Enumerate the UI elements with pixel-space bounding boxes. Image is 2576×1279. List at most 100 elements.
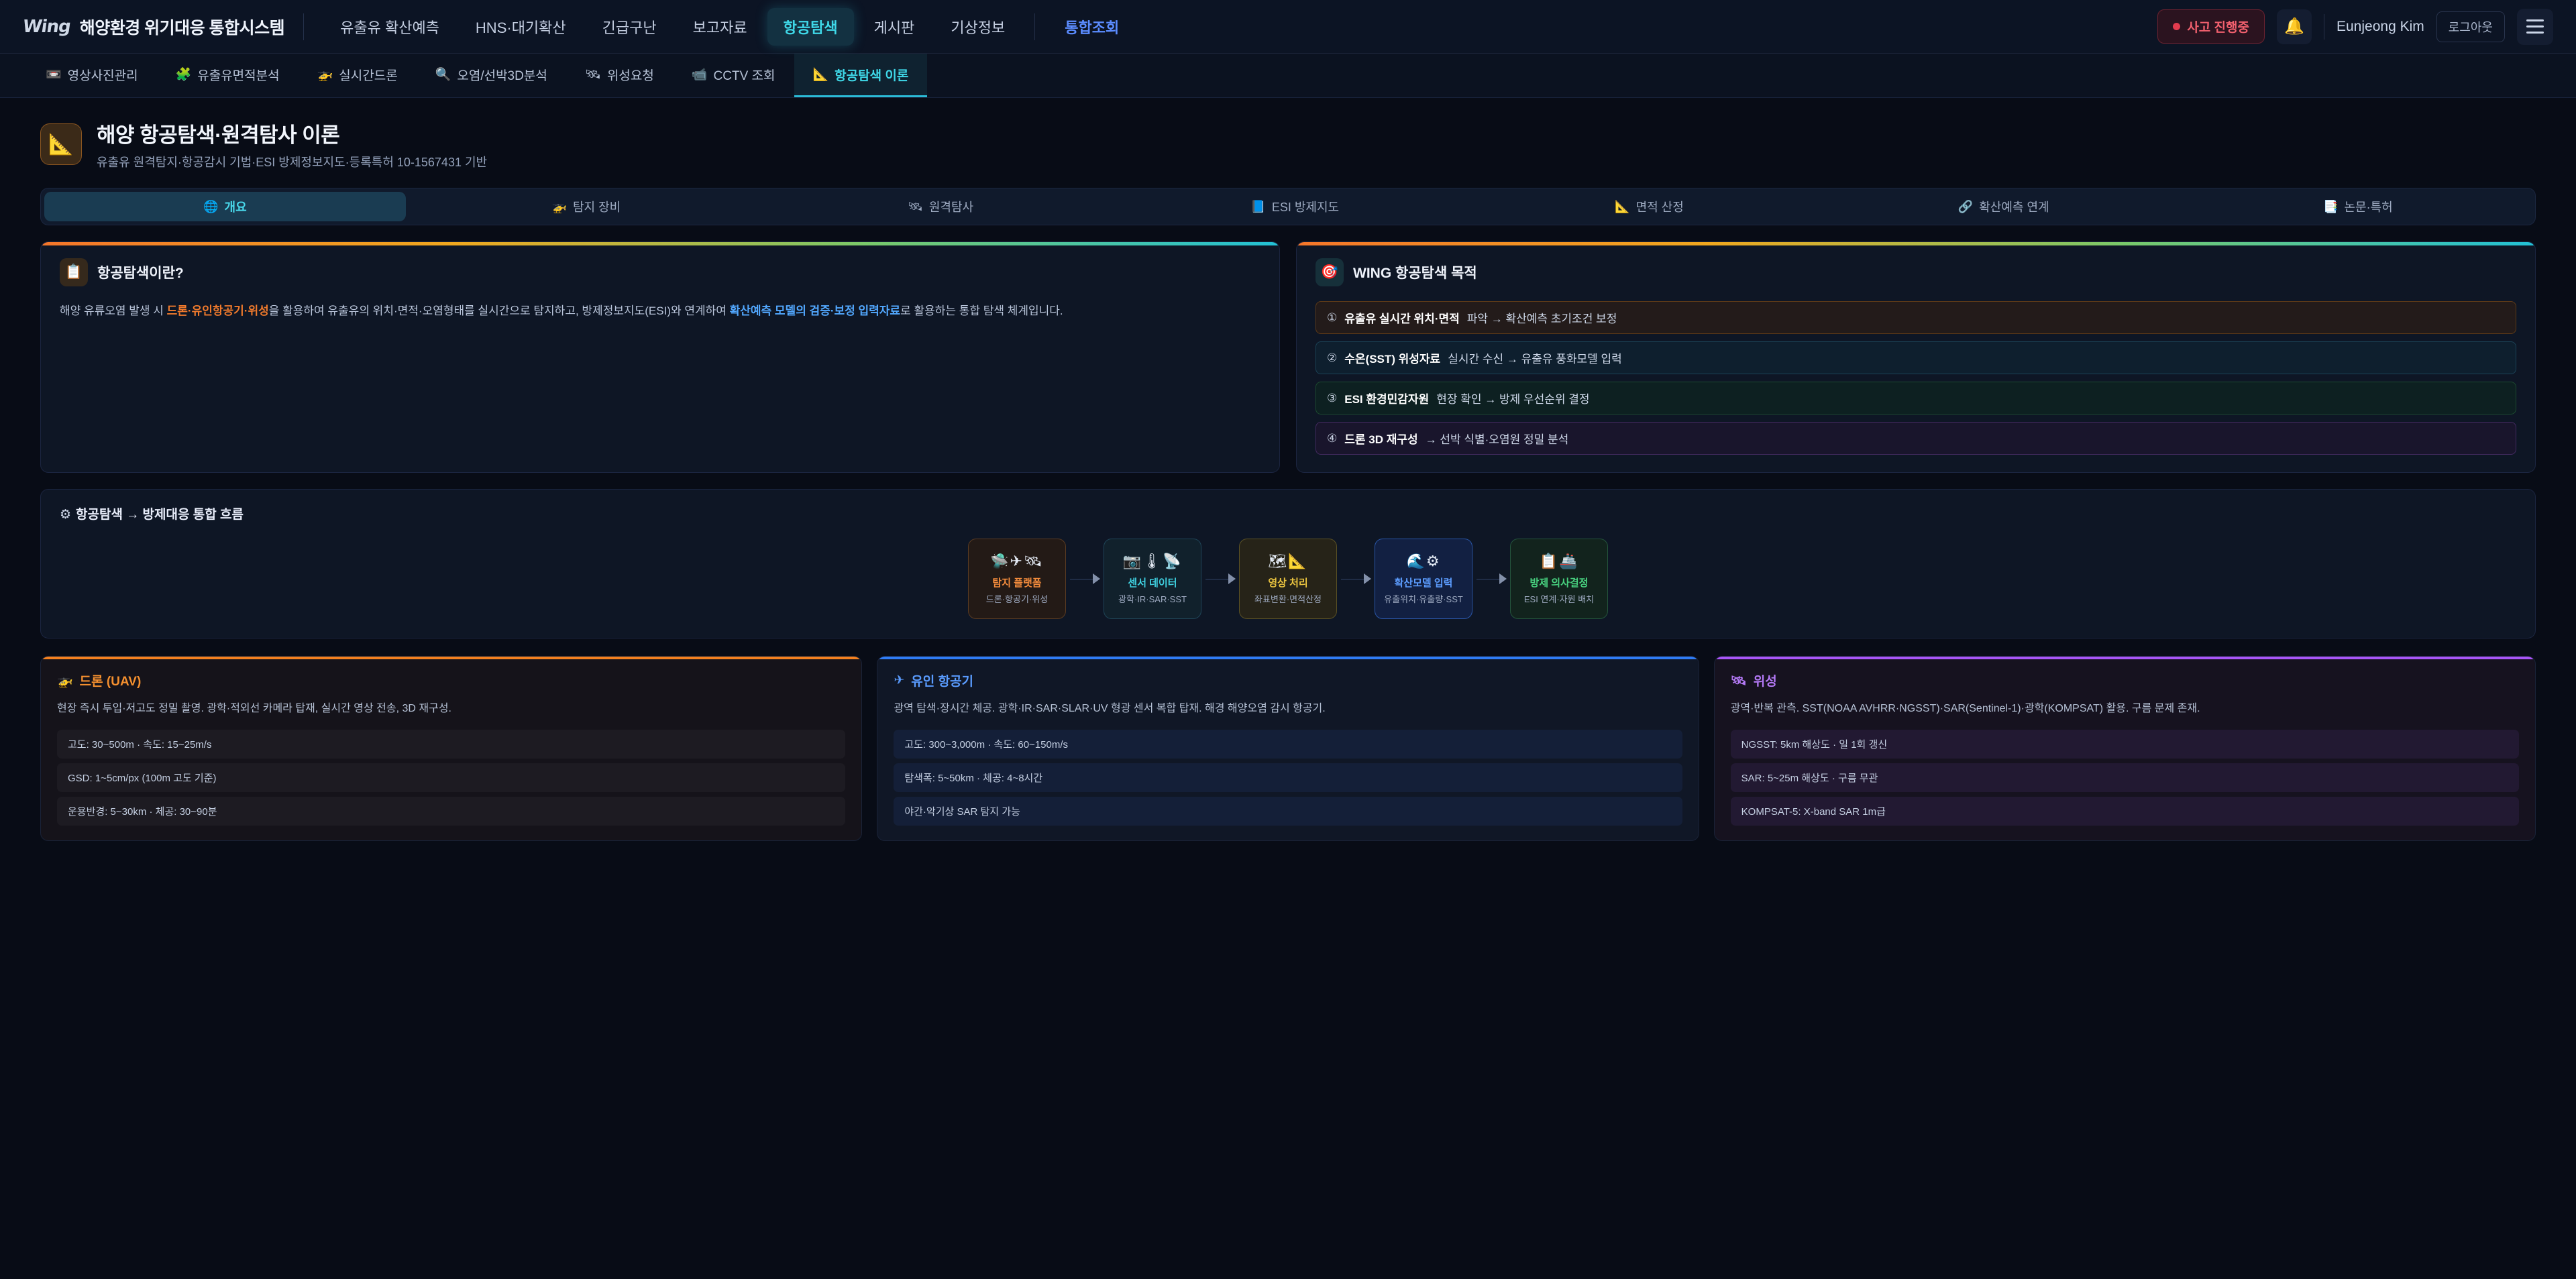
nav-item-1[interactable]: HNS·대기확산 — [475, 19, 566, 36]
sensor-icons: 📷🌡📡 — [1122, 553, 1183, 569]
flow-arrow-4 — [1472, 573, 1510, 584]
flow-arrow-3 — [1337, 573, 1375, 584]
nav-item-3[interactable]: 보고자료 — [692, 19, 747, 36]
tab-papers-patents[interactable]: 📑 논문·특허 — [2181, 188, 2535, 225]
goals-panel-title: WING 항공탐색 목적 — [1353, 266, 1477, 281]
clipboard-ship-icons: 📋🚢 — [1539, 553, 1579, 569]
platform-specs-0: 고도: 30~500m · 속도: 15~25m/s GSD: 1~5cm/px… — [57, 730, 845, 826]
sub-nav: 📼 영상사진관리 🧩 유출유면적분석 🚁 실시간드론 🔍 오염/선박3D분석 🛰… — [0, 54, 2576, 98]
map-ruler-icons: 🗺📐 — [1268, 553, 1308, 569]
about-text-2: 을 활용하여 유출유의 위치·면적·오염형태를 실시간으로 탐지하고, 방제정보… — [268, 304, 730, 317]
status-badge-incident[interactable]: 사고 진행중 — [2157, 9, 2265, 44]
tab-label-6: 논문·특허 — [2344, 201, 2393, 214]
nav-item-5[interactable]: 게시판 — [873, 19, 915, 36]
nav-divider — [1034, 13, 1036, 40]
goal-item-3: ③ ESI 환경민감자원 현장 확인 → 방제 우선순위 결정 — [1316, 382, 2516, 414]
page-body: 📐 해양 항공탐색·원격탐사 이론 유출유 원격탐지·항공감시 기법·ESI 방… — [0, 98, 2576, 841]
flow-arrow-1 — [1066, 573, 1104, 584]
helicopter-icon: 🚁 — [551, 199, 567, 213]
nav-item-2[interactable]: 긴급구난 — [602, 19, 657, 36]
platform-specs-2: NGSST: 5km 해상도 · 일 1회 갱신 SAR: 5~25m 해상도 … — [1730, 729, 2519, 826]
logout-button[interactable]: 로그아웃 — [2436, 11, 2505, 42]
wave-gear-icons: 🌊⚙ — [1406, 553, 1441, 569]
subnav-item-2[interactable]: 🚁 실시간드론 — [299, 54, 417, 97]
airplane-icon: ✈ — [894, 673, 905, 687]
goal-item-2: ② 수온(SST) 위성자료 실시간 수신 → 유출유 풍화모델 입력 — [1316, 341, 2516, 374]
hamburger-icon[interactable] — [2517, 8, 2553, 45]
tab-remote-sensing[interactable]: 🛰 원격탐사 — [763, 188, 1118, 225]
flow-card: ⚙ 항공탐색 → 방제대응 통합 흐름 🛸✈🛰 탐지 플랫폼 드론·항공기·위성 … — [40, 489, 2536, 638]
subnav-item-4[interactable]: 🛰 위성요청 — [566, 54, 673, 97]
platform-title-label-0: 드론 (UAV) — [79, 675, 142, 689]
flow-node-name-3: 확산모델 입력 — [1394, 577, 1453, 589]
platform-card-aircraft: ✈ 유인 항공기 광역 탐색·장시간 체공. 광학·IR·SAR·SLAR·UV… — [877, 656, 1699, 841]
tab-label-1: 탐지 장비 — [572, 201, 621, 214]
platform-cards: 🚁 드론 (UAV) 현장 즉시 투입·저고도 정밀 촬영. 광학·적외선 카메… — [40, 656, 2536, 841]
user-name: Eunjeong Kim — [2337, 18, 2424, 34]
subnav-item-0[interactable]: 📼 영상사진관리 — [27, 54, 157, 97]
goal-strong-4: 드론 3D 재구성 — [1344, 433, 1418, 446]
goal-item-4: ④ 드론 3D 재구성 → 선박 식별·오염원 정밀 분석 — [1316, 422, 2516, 455]
spec-row: GSD: 1~5cm/px (100m 고도 기준) — [57, 763, 845, 792]
tab-label-4: 면적 산정 — [1635, 201, 1684, 214]
subnav-item-1[interactable]: 🧩 유출유면적분석 — [157, 54, 299, 97]
goal-number-3: ③ — [1327, 391, 1338, 404]
subnav-label-2: 실시간드론 — [339, 68, 398, 83]
search-icon: 🔍 — [435, 68, 451, 82]
goals-panel: 🎯 WING 항공탐색 목적 ① 유출유 실시간 위치·면적 파악 → 확산예측… — [1296, 241, 2536, 473]
platform-desc-1: 광역 탐색·장시간 체공. 광학·IR·SAR·SLAR·UV 형광 센서 복합… — [894, 703, 1326, 714]
platform-specs-1: 고도: 300~3,000m · 속도: 60~150m/s 탐색폭: 5~50… — [894, 729, 1682, 826]
goal-rest-4: → 선박 식별·오염원 정밀 분석 — [1425, 433, 1569, 446]
subnav-label-6: 항공탐색 이론 — [835, 68, 909, 83]
tab-area-calc[interactable]: 📐 면적 산정 — [1472, 188, 1826, 225]
satellite-icon: 🛰 — [908, 199, 923, 213]
nav-item-7[interactable]: 통합조회 — [1065, 19, 1120, 36]
ruler-icon: 📐 — [812, 68, 829, 82]
about-highlight-2: 확산예측 모델의 검증·보정 입력자료 — [729, 304, 901, 317]
tab-label-3: ESI 방제지도 — [1271, 201, 1340, 214]
goal-strong-2: 수온(SST) 위성자료 — [1344, 353, 1441, 366]
platform-desc-2: 광역·반복 관측. SST(NOAA AVHRR·NGSST)·SAR(Sent… — [1730, 703, 2200, 714]
subnav-label-5: CCTV 조회 — [713, 68, 775, 83]
helicopter-icon: 🚁 — [317, 68, 333, 82]
documents-icon: 📑 — [2323, 199, 2339, 213]
tab-esi-map[interactable]: 📘 ESI 방제지도 — [1118, 188, 1472, 225]
bell-icon[interactable]: 🔔 — [2277, 9, 2312, 44]
spec-row: 운용반경: 5~30km · 체공: 30~90분 — [57, 797, 845, 826]
goals-panel-header: 🎯 WING 항공탐색 목적 — [1316, 258, 2516, 286]
flow-title-row: ⚙ 항공탐색 → 방제대응 통합 흐름 — [60, 504, 2516, 522]
film-icon: 📼 — [46, 68, 62, 82]
theory-tabs: 🌐 개요 🚁 탐지 장비 🛰 원격탐사 📘 ESI 방제지도 📐 면적 산정 🔗… — [40, 188, 2536, 225]
satellite-icon: 🛰 — [1730, 673, 1747, 688]
flow-node-imaging: 🗺📐 영상 처리 좌표변환·면적산정 — [1239, 539, 1337, 619]
tab-dispersion-link[interactable]: 🔗 확산예측 연계 — [1827, 188, 2181, 225]
subnav-item-3[interactable]: 🔍 오염/선박3D분석 — [417, 54, 566, 97]
flow-node-name-1: 센서 데이터 — [1128, 577, 1177, 589]
nav-item-6[interactable]: 기상정보 — [951, 19, 1006, 36]
tab-overview[interactable]: 🌐 개요 — [44, 192, 406, 221]
nav-item-0[interactable]: 유출유 확산예측 — [340, 19, 439, 36]
about-text-3: 로 활용하는 통합 탐색 체계입니다. — [900, 304, 1063, 317]
spec-row: 고도: 300~3,000m · 속도: 60~150m/s — [894, 729, 1682, 759]
spec-row: NGSST: 5km 해상도 · 일 1회 갱신 — [1730, 729, 2519, 759]
about-panel-text: 해양 유류오염 발생 시 드론·유인항공기·위성을 활용하여 유출유의 위치·면… — [60, 301, 1260, 321]
subnav-item-6[interactable]: 📐 항공탐색 이론 — [794, 54, 928, 97]
goal-number-2: ② — [1327, 351, 1338, 364]
spec-row: 탐색폭: 5~50km · 체공: 4~8시간 — [894, 763, 1682, 792]
top-bar-right: 사고 진행중 🔔 Eunjeong Kim 로그아웃 — [2157, 8, 2553, 45]
nav-item-4[interactable]: 항공탐색 — [767, 7, 854, 46]
status-badge-label: 사고 진행중 — [2187, 21, 2249, 35]
spec-row: 고도: 30~500m · 속도: 15~25m/s — [57, 730, 845, 759]
flow-node-name-2: 영상 처리 — [1268, 577, 1308, 589]
goal-rest-2: 실시간 수신 → 유출유 풍화모델 입력 — [1448, 353, 1622, 366]
brand[interactable]: Wing 해양환경 위기대응 통합시스템 — [21, 15, 303, 39]
about-text-1: 해양 유류오염 발생 시 — [60, 304, 167, 317]
subnav-item-5[interactable]: 📹 CCTV 조회 — [673, 54, 794, 97]
clipboard-icon: 📋 — [60, 258, 88, 286]
goal-rest-1: 파악 → 확산예측 초기조건 보정 — [1466, 313, 1617, 325]
flow-node-desc-3: 유출위치·유출량·SST — [1384, 594, 1463, 604]
flow-node-name-4: 방제 의사결정 — [1529, 577, 1589, 589]
platform-card-drone: 🚁 드론 (UAV) 현장 즉시 투입·저고도 정밀 촬영. 광학·적외선 카메… — [40, 656, 863, 841]
main-nav: 유출유 확산예측 HNS·대기확산 긴급구난 보고자료 항공탐색 게시판 기상정… — [324, 7, 1135, 46]
tab-detection-equipment[interactable]: 🚁 탐지 장비 — [409, 188, 763, 225]
